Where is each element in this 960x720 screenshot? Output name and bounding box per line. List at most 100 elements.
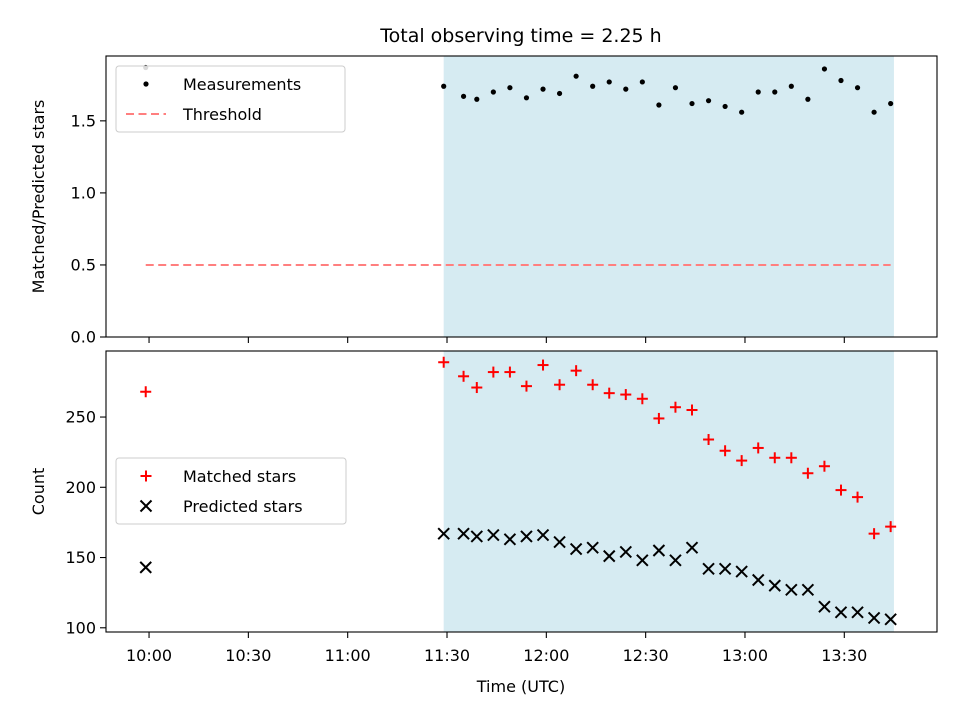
data-point [540, 86, 546, 92]
plot-frame [105, 55, 938, 338]
y-tick-label: 150 [65, 548, 96, 567]
data-point [553, 535, 566, 549]
data-point [768, 579, 781, 592]
data-point [587, 379, 599, 391]
data-point [656, 102, 662, 108]
data-point [672, 85, 679, 91]
legend-swatch [139, 499, 153, 513]
y-tick-label: 200 [65, 478, 96, 497]
panel-bottom: 100 150 200 250 10:00 10:30 11:00 11:30 12:00 12:… [29, 350, 938, 665]
data-point [735, 565, 748, 578]
data-point [504, 366, 516, 378]
data-point [871, 109, 877, 115]
data-point [603, 387, 615, 399]
legend-label: Threshold [182, 105, 262, 124]
data-point [140, 386, 152, 398]
data-point [507, 85, 513, 91]
data-point [569, 542, 583, 556]
data-point [603, 549, 616, 563]
panel-top: 0.0 0.5 1.0 1.5 Matched/Predicted stars Measu… [29, 55, 938, 347]
legend-swatch [140, 470, 152, 482]
data-point [523, 95, 530, 101]
data-point [821, 66, 828, 72]
data-point [722, 103, 728, 110]
data-point [636, 393, 648, 405]
data-point [623, 86, 629, 92]
data-point [619, 545, 632, 559]
data-point [520, 530, 533, 543]
data-point [835, 484, 847, 496]
y-tick-label: 0.5 [71, 255, 96, 274]
data-point [885, 521, 897, 533]
data-point [705, 98, 712, 104]
data-point [570, 365, 582, 377]
data-point [653, 412, 665, 424]
data-point [487, 366, 499, 378]
x-tick-label: 13:30 [821, 646, 867, 665]
data-point [852, 491, 864, 503]
data-point [458, 370, 470, 382]
data-point [652, 544, 666, 557]
data-point [457, 527, 470, 540]
y-tick-label: 0.0 [71, 328, 96, 347]
data-point [636, 554, 649, 567]
x-tick-label: 11:30 [424, 646, 470, 665]
data-point [470, 530, 484, 543]
legend: Measurements Threshold [115, 65, 346, 133]
y-tick-label: 1.5 [71, 111, 96, 130]
x-tick-label: 10:30 [225, 646, 271, 665]
legend: Matched stars Predicted stars [115, 457, 347, 525]
data-point [669, 554, 682, 567]
data-point [703, 434, 715, 446]
data-point [536, 528, 550, 542]
data-point [802, 467, 814, 479]
data-point [537, 359, 549, 371]
data-point [867, 611, 881, 625]
plot-frame [105, 350, 938, 633]
x-tick-label: 12:00 [523, 646, 569, 665]
data-point [460, 93, 467, 99]
data-point [556, 90, 563, 97]
data-point [586, 541, 599, 554]
data-point [818, 600, 831, 613]
y-tick-label: 250 [65, 408, 96, 427]
data-point [590, 83, 596, 89]
data-point [739, 109, 745, 115]
data-point [769, 452, 781, 464]
data-point [718, 562, 732, 575]
data-point [818, 460, 830, 472]
data-point [752, 442, 764, 454]
data-point [438, 356, 450, 368]
data-point [437, 527, 450, 540]
data-point [785, 452, 797, 464]
chart-title: Total observing time = 2.25 h [379, 25, 661, 47]
data-point [685, 541, 699, 554]
legend-swatch [143, 81, 149, 87]
data-point [689, 100, 695, 107]
y-axis-label: Count [29, 468, 48, 516]
data-point [772, 89, 778, 95]
data-point [639, 79, 645, 85]
data-point [719, 445, 731, 457]
data-point [487, 528, 500, 542]
data-point [788, 83, 794, 89]
data-point [573, 73, 579, 79]
x-axis-label: Time (UTC) [476, 677, 565, 696]
y-axis-label: Matched/Predicted stars [29, 100, 48, 294]
data-point [503, 533, 517, 546]
legend-box [115, 457, 347, 525]
x-tick-label: 12:30 [623, 646, 669, 665]
data-point [702, 562, 715, 575]
data-point [606, 79, 612, 85]
x-tick-label: 10:00 [126, 646, 172, 665]
data-point [554, 379, 566, 391]
data-point [755, 89, 761, 95]
data-point [139, 561, 152, 574]
x-tick-label: 13:00 [722, 646, 768, 665]
legend-label: Measurements [183, 75, 301, 94]
observing-span [443, 351, 894, 632]
x-tick-label: 11:00 [325, 646, 371, 665]
observing-span [443, 56, 894, 337]
legend-label: Predicted stars [183, 497, 303, 516]
